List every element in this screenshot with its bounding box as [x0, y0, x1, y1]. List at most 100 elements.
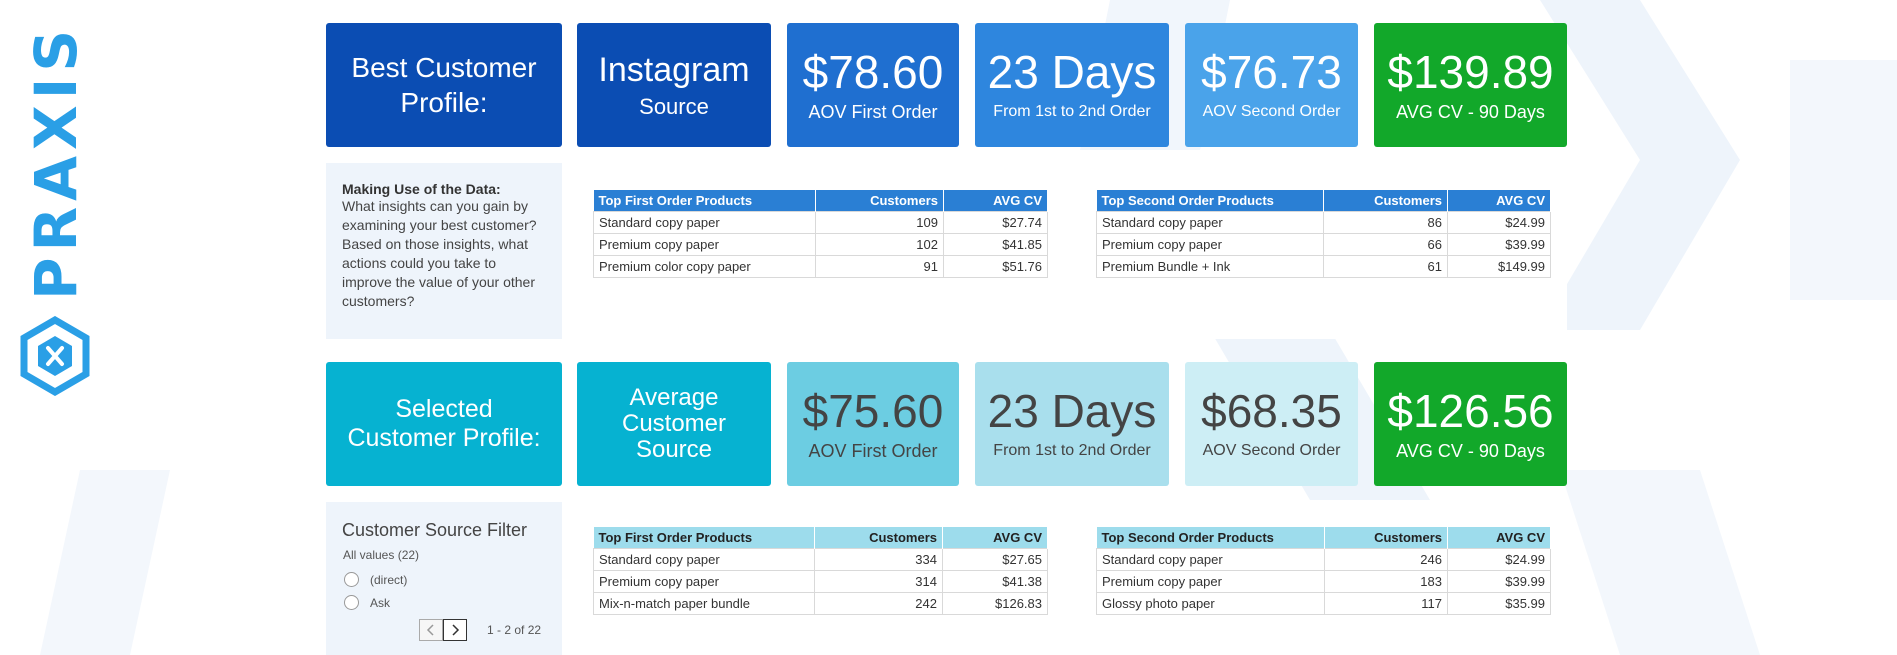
praxis-logo: PRAXIS	[20, 24, 90, 396]
product-cell: Standard copy paper	[1096, 547, 1325, 571]
selected-profile-tile: Selected Customer Profile:	[326, 362, 562, 486]
best-days-value: 23 Days	[987, 46, 1157, 98]
table-row: Standard copy paper 109 $27.74	[593, 210, 1048, 234]
avg-cv-cell: $41.38	[942, 569, 1048, 593]
avg-cv-cell: $35.99	[1447, 591, 1551, 615]
selected-days-tile: 23 Days From 1st to 2nd Order	[975, 362, 1169, 486]
customers-cell: 334	[814, 547, 943, 571]
selected-avg-cv-tile: $126.56 AVG CV - 90 Days	[1374, 362, 1567, 486]
table-row: Standard copy paper 246 $24.99	[1096, 547, 1551, 571]
col-product[interactable]: Top Second Order Products	[1096, 527, 1325, 548]
selected-aov-first-tile: $75.60 AOV First Order	[787, 362, 959, 486]
best-aov-second-value: $76.73	[1201, 46, 1342, 98]
best-aov-second-tile: $76.73 AOV Second Order	[1185, 23, 1358, 147]
table-row: Glossy photo paper 117 $35.99	[1096, 591, 1551, 615]
filter-option-ask[interactable]: Ask	[344, 595, 390, 610]
avg-cv-cell: $27.65	[942, 547, 1048, 571]
col-customers[interactable]: Customers	[815, 190, 944, 211]
product-cell: Premium color copy paper	[593, 254, 816, 278]
selected-source-name: Average Customer Source	[621, 384, 727, 463]
filter-option-label: Ask	[370, 595, 391, 610]
product-cell: Glossy photo paper	[1096, 591, 1325, 615]
table-row: Premium Bundle + Ink 61 $149.99	[1096, 254, 1551, 278]
best-source-tile: Instagram Source	[577, 23, 771, 147]
col-product[interactable]: Top First Order Products	[593, 527, 815, 548]
selected-avg-cv-value: $126.56	[1387, 385, 1554, 437]
table-row: Premium copy paper 102 $41.85	[593, 232, 1048, 256]
col-avg-cv[interactable]: AVG CV	[943, 190, 1048, 211]
best-aov-second-label: AOV Second Order	[1202, 103, 1341, 120]
col-customers[interactable]: Customers	[1323, 190, 1448, 211]
filter-subtitle: All values (22)	[343, 548, 420, 562]
col-customers[interactable]: Customers	[1324, 527, 1448, 548]
customers-cell: 183	[1324, 569, 1448, 593]
logo-text: PRAXIS	[22, 23, 90, 300]
hexagon-x-icon	[20, 316, 90, 396]
product-cell: Standard copy paper	[1096, 210, 1324, 234]
selected-aov-second-label: AOV Second Order	[1202, 442, 1341, 459]
note-body: What insights can you gain by examining …	[342, 198, 537, 309]
col-avg-cv[interactable]: AVG CV	[942, 527, 1048, 548]
avg-cv-cell: $27.74	[943, 210, 1048, 234]
best-profile-label: Best Customer Profile:	[351, 52, 537, 118]
avg-cv-cell: $51.76	[943, 254, 1048, 278]
table-row: Premium color copy paper 91 $51.76	[593, 254, 1048, 278]
radio-button[interactable]	[344, 595, 359, 610]
radio-button[interactable]	[344, 572, 359, 587]
col-avg-cv[interactable]: AVG CV	[1447, 527, 1551, 548]
avg-cv-cell: $41.85	[943, 232, 1048, 256]
avg-cv-cell: $39.99	[1447, 232, 1551, 256]
avg-cv-cell: $24.99	[1447, 547, 1551, 571]
customers-cell: 117	[1324, 591, 1448, 615]
col-product[interactable]: Top Second Order Products	[1096, 190, 1324, 211]
avg-cv-cell: $24.99	[1447, 210, 1551, 234]
customers-cell: 242	[814, 591, 943, 615]
best-days-label: From 1st to 2nd Order	[993, 103, 1151, 120]
product-cell: Premium copy paper	[593, 569, 815, 593]
table-row: Standard copy paper 334 $27.65	[593, 547, 1048, 571]
product-cell: Standard copy paper	[593, 547, 815, 571]
col-customers[interactable]: Customers	[814, 527, 943, 548]
best-source-sub: Source	[639, 94, 709, 119]
avg-cv-cell: $39.99	[1447, 569, 1551, 593]
filter-option-label: (direct)	[370, 572, 408, 587]
best-avg-cv-value: $139.89	[1387, 46, 1554, 98]
selected-profile-label: Selected Customer Profile:	[347, 395, 541, 452]
best-avg-cv-tile: $139.89 AVG CV - 90 Days	[1374, 23, 1567, 147]
table-row: Premium copy paper 183 $39.99	[1096, 569, 1551, 593]
table-header-row: Top Second Order Products Customers AVG …	[1096, 527, 1551, 548]
table-row: Premium copy paper 314 $41.38	[593, 569, 1048, 593]
best-avg-cv-label: AVG CV - 90 Days	[1396, 102, 1545, 122]
table-header-row: Top First Order Products Customers AVG C…	[593, 190, 1048, 211]
selected-aov-first-label: AOV First Order	[808, 441, 938, 461]
selected-aov-second-value: $68.35	[1201, 385, 1342, 437]
customers-cell: 66	[1323, 232, 1448, 256]
pager-text: 1 - 2 of 22	[487, 623, 542, 637]
best-aov-first-tile: $78.60 AOV First Order	[787, 23, 959, 147]
best-aov-first-value: $78.60	[802, 46, 944, 98]
filter-title: Customer Source Filter	[342, 520, 528, 540]
selected-aov-second-tile: $68.35 AOV Second Order	[1185, 362, 1358, 486]
selected-days-label: From 1st to 2nd Order	[993, 442, 1151, 459]
selected-days-value: 23 Days	[987, 385, 1157, 437]
filter-option-direct[interactable]: (direct)	[344, 572, 407, 587]
product-cell: Premium copy paper	[1096, 232, 1324, 256]
best-second-order-table: Top Second Order Products Customers AVG …	[1096, 190, 1551, 278]
selected-source-tile: Average Customer Source	[577, 362, 771, 486]
customers-cell: 86	[1323, 210, 1448, 234]
note-title: Making Use of the Data:	[342, 181, 501, 197]
table-row: Premium copy paper 66 $39.99	[1096, 232, 1551, 256]
pager-next-button[interactable]	[443, 619, 467, 641]
avg-cv-cell: $149.99	[1447, 254, 1551, 278]
pager-prev-button[interactable]	[419, 619, 443, 641]
col-avg-cv[interactable]: AVG CV	[1447, 190, 1551, 211]
table-header-row: Top First Order Products Customers AVG C…	[593, 527, 1048, 548]
product-cell: Mix-n-match paper bundle	[593, 591, 815, 615]
best-source-name: Instagram	[598, 51, 750, 89]
insights-note-panel: Making Use of the Data: What insights ca…	[326, 163, 562, 339]
best-aov-first-label: AOV First Order	[808, 102, 938, 122]
col-product[interactable]: Top First Order Products	[593, 190, 816, 211]
avg-cv-cell: $126.83	[942, 591, 1048, 615]
table-row: Mix-n-match paper bundle 242 $126.83	[593, 591, 1048, 615]
customers-cell: 314	[814, 569, 943, 593]
